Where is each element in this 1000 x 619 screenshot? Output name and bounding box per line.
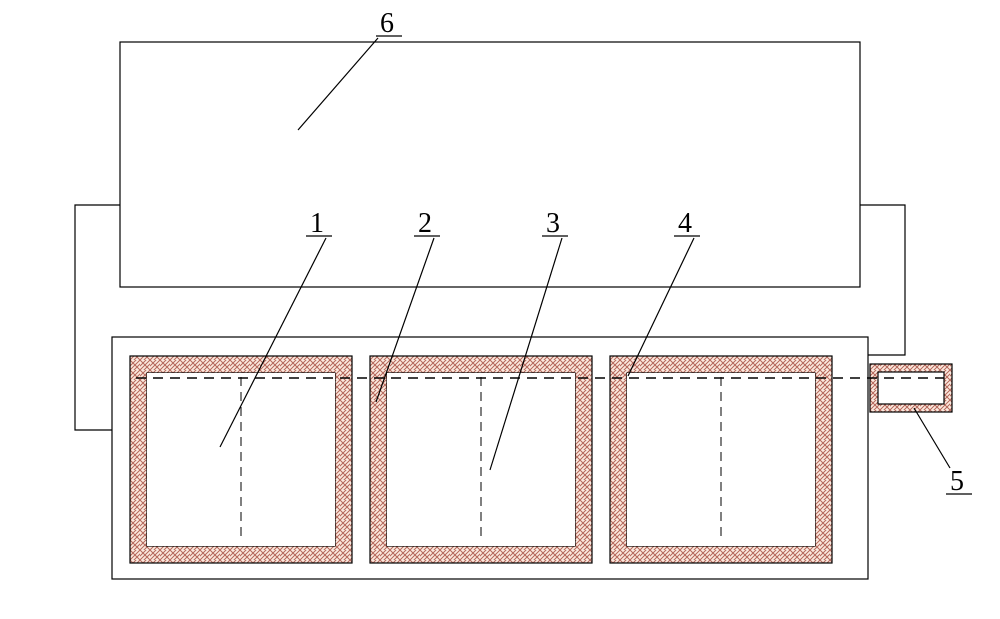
label-5: 5: [950, 466, 964, 497]
label-1: 1: [310, 208, 324, 239]
label-4: 4: [678, 208, 692, 239]
leader-5: [914, 408, 950, 468]
label-2: 2: [418, 208, 432, 239]
upper-box: [120, 42, 860, 287]
label-6: 6: [380, 8, 394, 39]
label-3: 3: [546, 208, 560, 239]
